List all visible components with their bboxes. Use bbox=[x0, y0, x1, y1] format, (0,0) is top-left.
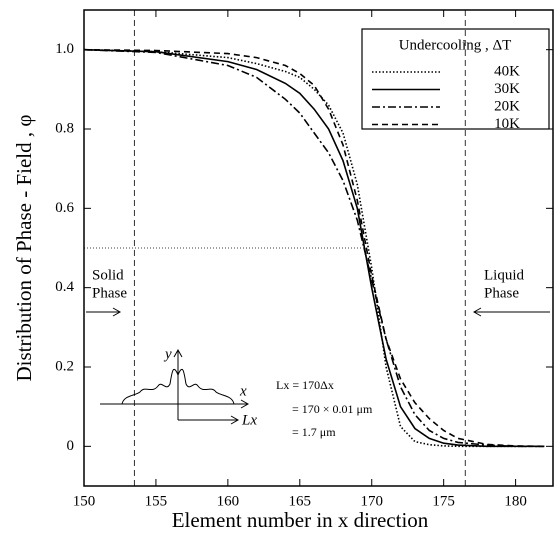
liquid-label: Liquid bbox=[484, 267, 524, 283]
legend-label: 40K bbox=[494, 63, 520, 79]
length-note: = 170 × 0.01 μm bbox=[292, 402, 373, 416]
y-tick-label: 0.2 bbox=[55, 358, 74, 374]
x-tick-label: 165 bbox=[289, 493, 312, 509]
y-tick-label: 0.8 bbox=[55, 120, 74, 136]
y-tick-label: 0 bbox=[67, 438, 75, 454]
x-tick-label: 175 bbox=[432, 493, 455, 509]
y-tick-label: 0.6 bbox=[55, 200, 74, 216]
legend-label: 10K bbox=[494, 116, 520, 132]
y-tick-label: 1.0 bbox=[55, 41, 74, 57]
x-tick-label: 160 bbox=[217, 493, 240, 509]
x-tick-label: 170 bbox=[360, 493, 383, 509]
legend-box bbox=[361, 28, 550, 130]
y-tick-label: 0.4 bbox=[55, 279, 74, 295]
series-line bbox=[83, 48, 545, 448]
x-tick-label: 180 bbox=[504, 493, 527, 509]
x-tick-label: 150 bbox=[73, 493, 96, 509]
inset-label: Lx bbox=[241, 412, 257, 428]
solid-label: Phase bbox=[92, 285, 127, 301]
series-line bbox=[83, 48, 545, 448]
legend-label: 30K bbox=[494, 81, 520, 97]
solid-label: Solid bbox=[92, 267, 124, 283]
legend-title: Undercooling , ΔT bbox=[399, 37, 512, 53]
x-tick-label: 155 bbox=[145, 493, 168, 509]
legend-label: 20K bbox=[494, 98, 520, 114]
y-axis-label: Distribution of Phase - Field , φ bbox=[12, 114, 36, 381]
phase-arrows bbox=[86, 307, 550, 317]
dendrite-inset bbox=[100, 348, 250, 425]
series-line bbox=[83, 48, 545, 448]
x-axis-label: Element number in x direction bbox=[172, 508, 429, 532]
length-note: = 1.7 μm bbox=[292, 425, 336, 439]
inset-label: y bbox=[163, 346, 172, 362]
liquid-label: Phase bbox=[484, 285, 519, 301]
inset-label: x bbox=[239, 383, 247, 399]
length-note: Lx = 170Δx bbox=[276, 378, 334, 392]
